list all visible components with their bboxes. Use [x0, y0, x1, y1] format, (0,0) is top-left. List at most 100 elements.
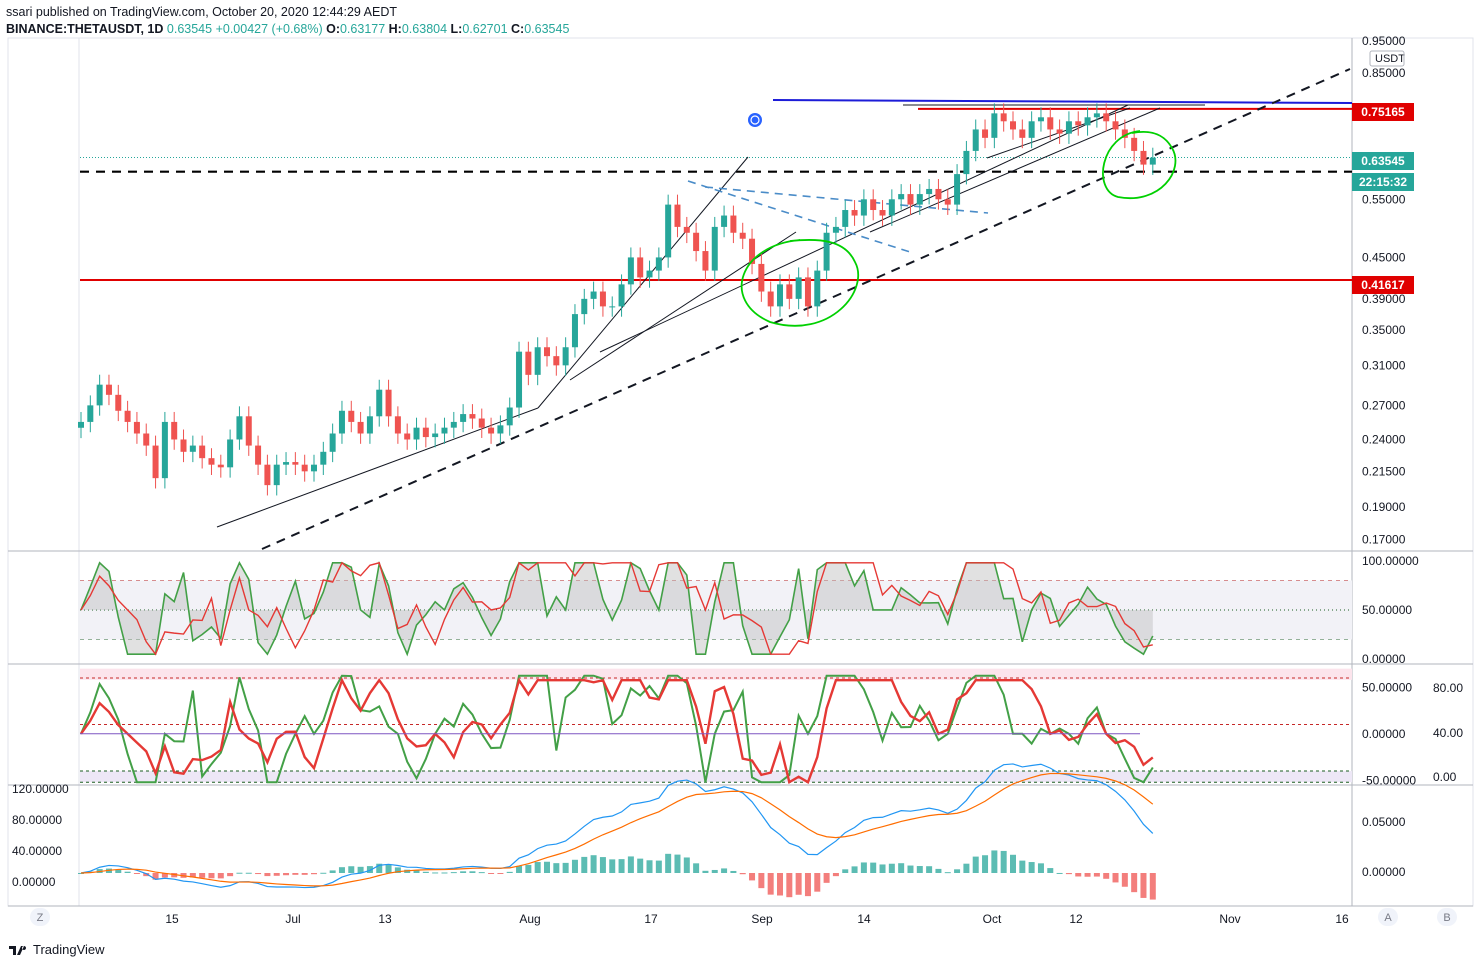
price-tick-label: 0.21500: [1362, 464, 1406, 478]
price-tick-label: 0.45000: [1362, 250, 1406, 264]
candle-body: [944, 199, 951, 205]
trend-line: [869, 107, 1161, 233]
macd-histogram-bar: [879, 864, 886, 873]
macd-histogram-bar: [767, 873, 774, 895]
candle-body: [96, 384, 103, 406]
macd-histogram-bar: [777, 873, 783, 896]
time-tick-label: Oct: [983, 912, 1002, 926]
macd-histogram-bar: [1037, 863, 1044, 873]
candle-body: [1149, 157, 1156, 165]
candle-body: [469, 414, 476, 419]
oscillator-tick-label: 0.00000: [1362, 652, 1406, 666]
candle-body: [1084, 117, 1091, 126]
macd-histogram-bar: [385, 864, 392, 873]
time-tick-label: 16: [1335, 912, 1349, 926]
macd-histogram-bar: [1047, 868, 1054, 873]
macd-histogram-bar: [534, 862, 541, 873]
macd-histogram-bar: [1000, 850, 1007, 873]
candle-body: [804, 277, 811, 307]
high-label: H:: [388, 22, 402, 36]
macd-histogram-bar: [366, 866, 373, 873]
price-tick-label: 0.24000: [1362, 432, 1406, 446]
macd-histogram-bar: [208, 873, 215, 879]
macd-line: [80, 763, 1154, 889]
trend-line: [537, 156, 749, 409]
macd-histogram-bar: [394, 867, 401, 873]
macd-histogram-bar: [217, 873, 224, 879]
macd-histogram-bar: [348, 866, 355, 873]
candle-body: [693, 232, 700, 252]
macd-histogram-bar: [311, 873, 317, 875]
macd-histogram-bar: [832, 873, 839, 877]
candle-body: [721, 215, 728, 227]
wedge-upper-line: [704, 186, 989, 214]
candle-body: [954, 174, 961, 205]
macd-histogram-bar: [1093, 873, 1100, 877]
candle-body: [1028, 121, 1035, 138]
candle-body: [916, 194, 923, 205]
macd-histogram-bar: [478, 872, 485, 874]
macd-histogram-bar: [255, 873, 262, 875]
candle-body: [217, 464, 224, 468]
trend-line: [599, 104, 1129, 353]
candle-body: [105, 384, 112, 395]
macd-histogram-bar: [804, 873, 811, 897]
candle-body: [320, 451, 327, 465]
candle-body: [1140, 150, 1147, 165]
candle-body: [907, 194, 914, 205]
candle-body: [599, 291, 606, 307]
macd-histogram-bar: [283, 873, 290, 876]
macd-histogram-bar: [860, 862, 867, 873]
candle-body: [562, 347, 569, 366]
macd-histogram-bar: [171, 873, 178, 878]
trend-line: [216, 407, 539, 528]
candle-body: [1065, 121, 1072, 134]
candle-body: [870, 199, 877, 211]
macd-histogram-bar: [1121, 873, 1128, 887]
oscillator2-tick-label: 0.00000: [1362, 727, 1406, 741]
candle-body: [133, 421, 140, 434]
candle-body: [749, 238, 756, 264]
macd-histogram-bar: [786, 873, 793, 898]
macd-histogram-bar: [702, 870, 709, 873]
price-tick-label: 0.31000: [1362, 358, 1406, 372]
overbought-zone: [80, 668, 1352, 680]
macd-histogram-bar: [78, 873, 84, 874]
macd-histogram-bar: [571, 859, 578, 873]
candle-body: [525, 351, 532, 375]
oscillator2-tick-label: -50.00000: [1362, 773, 1416, 787]
oscillator2-right-tick: 0.00: [1433, 770, 1457, 784]
macd-histogram-bar: [320, 872, 327, 874]
low-value: 0.62701: [462, 22, 508, 36]
candle-body: [1037, 117, 1044, 122]
price-tick-label: 0.95000: [1362, 34, 1406, 48]
trend-line: [569, 231, 797, 381]
symbol-name[interactable]: BINANCE:THETAUSDT, 1D: [6, 22, 164, 36]
macd-histogram-bar: [954, 869, 961, 873]
time-tick-label: 15: [165, 912, 179, 926]
candle-body: [255, 445, 262, 465]
candle-body: [571, 314, 578, 348]
macd-histogram-bar: [460, 871, 467, 873]
price-label-text: 22:15:32: [1359, 175, 1407, 189]
macd-histogram-bar: [152, 873, 159, 880]
macd-signal-line: [80, 772, 1154, 887]
alarm-clock-icon: [750, 115, 760, 125]
candle-body: [544, 347, 550, 357]
currency-box: [1369, 50, 1405, 67]
publisher-line: ssari published on TradingView.com, Octo…: [6, 5, 397, 19]
candle-body: [338, 410, 345, 434]
macd-histogram-bar: [338, 867, 345, 873]
candle-body: [329, 433, 336, 452]
tradingview-logo[interactable]: TradingView: [8, 942, 105, 957]
candle-body: [366, 416, 373, 434]
time-tick-label: Aug: [519, 912, 540, 926]
candle-body: [516, 351, 523, 408]
macd-histogram-bar: [581, 856, 588, 873]
candle-body: [488, 427, 495, 434]
candle-body: [1093, 113, 1100, 118]
candle-body: [506, 407, 513, 426]
candle-body: [404, 433, 411, 440]
candle-body: [926, 188, 933, 195]
